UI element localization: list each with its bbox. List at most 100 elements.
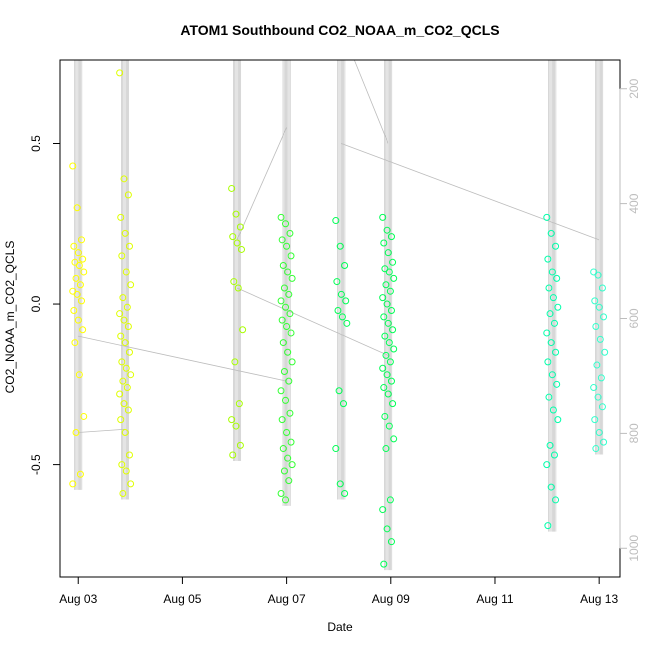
data-point: [285, 290, 293, 298]
data-point: [287, 252, 295, 260]
data-point: [285, 377, 293, 385]
data-point: [554, 416, 562, 424]
data-point: [79, 255, 87, 263]
data-point: [123, 303, 131, 311]
data-point: [120, 316, 128, 324]
data-point: [120, 175, 128, 183]
data-point: [119, 377, 127, 385]
data-point: [594, 271, 602, 279]
data-point: [591, 297, 599, 305]
right-y-tick-label: 600: [627, 308, 641, 328]
data-point: [285, 477, 293, 485]
data-point: [387, 306, 395, 314]
data-point: [387, 233, 395, 241]
data-point: [591, 416, 599, 424]
data-point: [69, 287, 77, 295]
y-tick-label: -0.5: [29, 454, 43, 475]
data-point: [122, 467, 130, 475]
altitude-connector-line: [236, 127, 287, 240]
data-point: [595, 428, 603, 436]
data-point: [383, 525, 391, 533]
data-point: [279, 339, 287, 347]
data-point: [74, 316, 82, 324]
data-point: [549, 294, 557, 302]
data-point: [379, 213, 387, 221]
data-point: [79, 326, 87, 334]
data-point: [343, 319, 351, 327]
data-point: [117, 416, 125, 424]
data-point: [336, 242, 344, 250]
data-point: [286, 409, 294, 417]
data-point: [280, 467, 288, 475]
data-point: [545, 393, 553, 401]
data-point: [127, 371, 135, 379]
data-point: [280, 284, 288, 292]
data-point: [595, 303, 603, 311]
data-point: [282, 396, 290, 404]
data-point: [75, 371, 83, 379]
data-point: [282, 496, 290, 504]
data-point: [76, 281, 84, 289]
data-point: [124, 323, 132, 331]
data-point: [379, 294, 387, 302]
data-point: [385, 422, 393, 430]
data-point: [78, 236, 86, 244]
data-point: [123, 384, 131, 392]
data-point: [277, 387, 285, 395]
data-point: [76, 470, 84, 478]
data-point: [600, 313, 608, 321]
data-point: [543, 329, 551, 337]
data-point: [380, 239, 388, 247]
data-point: [278, 316, 286, 324]
data-point: [596, 335, 604, 343]
data-point: [235, 400, 243, 408]
data-point: [600, 438, 608, 446]
data-point: [126, 242, 134, 250]
data-point: [544, 255, 552, 263]
data-point: [288, 358, 296, 366]
data-point: [73, 290, 81, 298]
data-point: [382, 281, 390, 289]
data-point: [119, 490, 127, 498]
x-tick-label: Aug 05: [163, 592, 201, 606]
data-point: [124, 191, 132, 199]
data-point: [116, 310, 124, 318]
data-point: [117, 332, 125, 340]
data-point: [601, 348, 609, 356]
data-point: [283, 323, 291, 331]
data-point: [384, 249, 392, 257]
data-point: [117, 213, 125, 221]
data-point: [390, 435, 398, 443]
data-point: [381, 265, 389, 273]
data-point: [127, 281, 135, 289]
data-point: [390, 345, 398, 353]
data-point: [548, 371, 556, 379]
data-point: [229, 233, 237, 241]
data-point: [341, 490, 349, 498]
data-point: [286, 229, 294, 237]
data-point: [236, 223, 244, 231]
data-point: [389, 326, 397, 334]
data-point: [386, 496, 394, 504]
data-point: [280, 367, 288, 375]
data-point: [116, 69, 124, 77]
data-point: [283, 428, 291, 436]
data-point: [121, 229, 129, 237]
data-point: [230, 278, 238, 286]
data-point: [544, 358, 552, 366]
data-point: [342, 297, 350, 305]
data-point: [380, 560, 388, 568]
data-point: [278, 416, 286, 424]
data-point: [390, 274, 398, 282]
data-point: [387, 377, 395, 385]
data-point: [124, 406, 132, 414]
altitude-track-lines: [74, 59, 604, 571]
data-point: [73, 204, 81, 212]
data-point: [333, 278, 341, 286]
data-point: [553, 380, 561, 388]
data-point: [546, 441, 554, 449]
data-point: [381, 412, 389, 420]
data-point: [543, 461, 551, 469]
data-point: [550, 319, 558, 327]
x-tick-label: Aug 11: [476, 592, 513, 606]
